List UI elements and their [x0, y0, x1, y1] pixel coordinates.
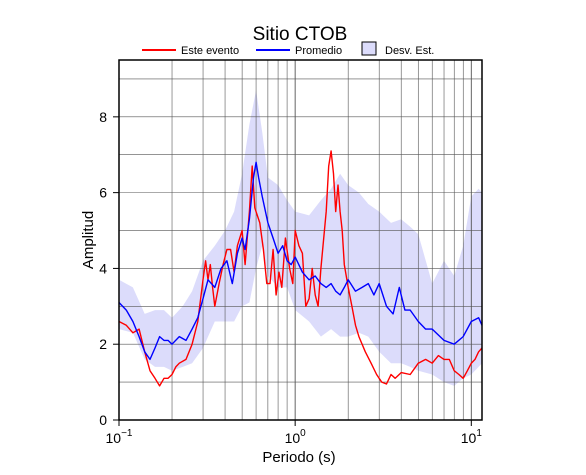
plot-area: 0 2 4 6 8 10−1 100 101 [99, 59, 483, 446]
y-tick-label: 8 [99, 109, 107, 125]
legend-label-event: Este evento [181, 45, 239, 57]
plot-frame [118, 59, 483, 421]
y-axis-title: Amplitud [80, 211, 97, 269]
x-tick-label: 100 [285, 428, 307, 446]
y-tick-label: 0 [99, 412, 107, 428]
chart-title: Sitio CTOB [253, 24, 348, 45]
legend-label-std: Desv. Est. [385, 45, 434, 57]
y-tick-label: 4 [99, 260, 107, 276]
legend-swatch-std [361, 41, 377, 56]
y-tick-label: 6 [99, 185, 107, 201]
series-line-mean [118, 161, 483, 361]
legend-label-mean: Promedio [295, 45, 342, 57]
legend: Este evento Promedio Desv. Est. [142, 41, 434, 57]
x-tick-label: 10−1 [106, 428, 133, 446]
std-band [119, 90, 482, 386]
series-line-event [118, 150, 483, 387]
y-tick-label: 2 [99, 336, 107, 352]
x-tick-label: 101 [461, 428, 483, 446]
x-axis-title: Periodo (s) [262, 449, 335, 466]
